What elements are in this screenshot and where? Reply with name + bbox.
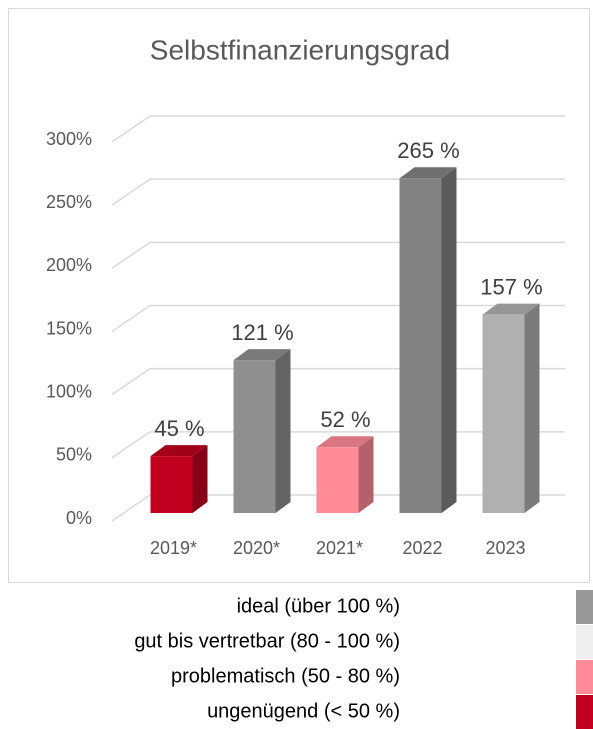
bar (233, 360, 276, 513)
x-tick-label: 2023 (485, 538, 525, 558)
bar-top (316, 436, 374, 448)
y-tick-label: 300% (46, 129, 92, 149)
bar (482, 314, 525, 513)
legend-label: gut bis vertretbar (80 - 100 %) (134, 630, 400, 652)
y-tick-label: 200% (46, 255, 92, 275)
bar (316, 447, 359, 513)
y-tick-label: 100% (46, 381, 92, 401)
data-label: 265 % (397, 138, 459, 163)
x-tick-label: 2022 (402, 538, 442, 558)
y-tick-label: 0% (66, 508, 92, 528)
legend-swatch (576, 660, 593, 694)
legend-label: ideal (über 100 %) (237, 595, 400, 617)
x-tick-label: 2019* (150, 538, 197, 558)
x-tick-label: 2021* (316, 538, 363, 558)
x-tick-label: 2020* (233, 538, 280, 558)
y-tick-label: 50% (56, 445, 92, 465)
grid-line (111, 115, 565, 143)
y-tick-label: 250% (46, 192, 92, 212)
legend-label: problematisch (50 - 80 %) (171, 665, 400, 687)
y-tick-label: 150% (46, 318, 92, 338)
data-label: 52 % (320, 407, 370, 432)
bar (150, 456, 193, 513)
bar-side (275, 349, 291, 513)
legend-swatch (576, 695, 593, 729)
bar-top (399, 167, 457, 179)
chart-title: Selbstfinanzierungsgrad (150, 34, 450, 65)
bar-side (192, 445, 208, 513)
bar-side (524, 303, 540, 513)
bar-side (358, 436, 374, 513)
bar-top (233, 349, 291, 361)
data-label: 121 % (231, 320, 293, 345)
legend-swatch (576, 590, 593, 624)
data-label: 157 % (480, 274, 542, 299)
bar-top (150, 445, 208, 457)
bar-side (441, 167, 457, 513)
data-label: 45 % (154, 416, 204, 441)
legend-swatch (576, 625, 593, 659)
legend-label: ungenügend (< 50 %) (207, 700, 400, 722)
bar (399, 178, 442, 513)
bar-top (482, 303, 540, 315)
